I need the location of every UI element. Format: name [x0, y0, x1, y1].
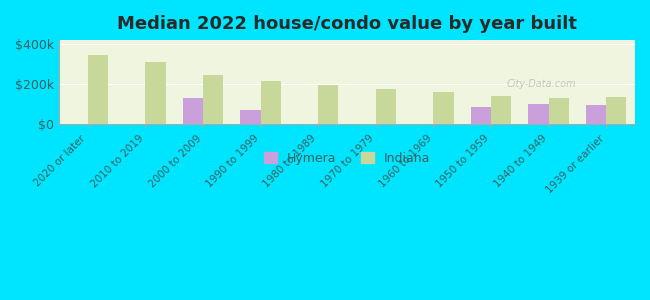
Bar: [434, 92, 454, 124]
Bar: [240, 110, 261, 124]
Bar: [376, 89, 396, 124]
Bar: [528, 104, 549, 124]
Bar: [549, 98, 569, 124]
Bar: [146, 62, 166, 124]
Bar: [586, 105, 606, 124]
Bar: [183, 98, 203, 124]
Title: Median 2022 house/condo value by year built: Median 2022 house/condo value by year bu…: [117, 15, 577, 33]
Bar: [471, 107, 491, 124]
Bar: [491, 96, 511, 124]
Bar: [88, 55, 108, 124]
Legend: Hymera, Indiana: Hymera, Indiana: [259, 147, 435, 170]
Bar: [318, 85, 339, 124]
Bar: [606, 97, 627, 124]
Bar: [203, 75, 223, 124]
Text: City-Data.com: City-Data.com: [507, 79, 577, 89]
Bar: [261, 81, 281, 124]
